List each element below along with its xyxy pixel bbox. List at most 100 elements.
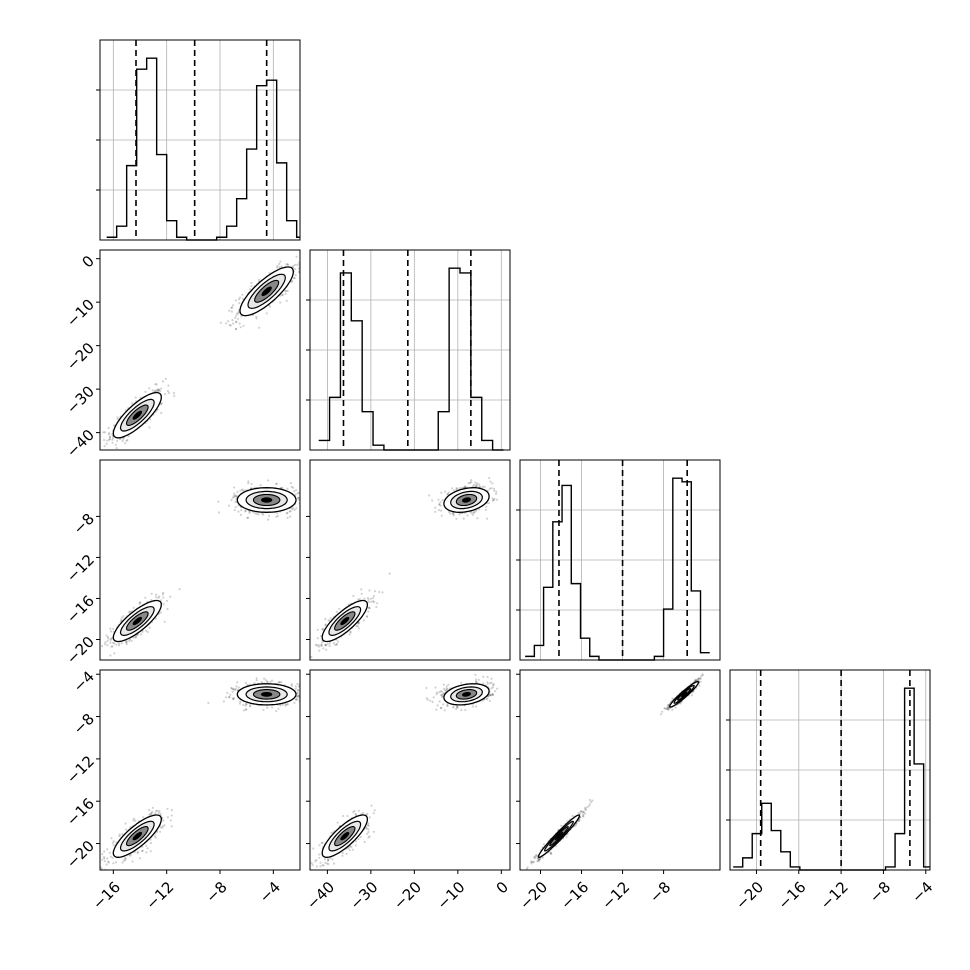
sample-point [486, 697, 489, 700]
sample-point [483, 485, 486, 488]
sample-point [321, 841, 324, 844]
sample-point [327, 858, 330, 861]
sample-point [456, 706, 459, 709]
sample-point [438, 691, 441, 694]
sample-point [486, 682, 489, 685]
sample-point [345, 852, 348, 855]
sample-point [456, 705, 459, 708]
sample-point [366, 832, 369, 835]
sample-point [476, 482, 479, 485]
sample-point [375, 606, 378, 609]
sample-point [238, 702, 241, 705]
sample-point [234, 299, 237, 302]
sample-point [307, 701, 309, 703]
sample-point [367, 598, 370, 601]
sample-point [164, 377, 167, 380]
sample-point [477, 678, 480, 681]
sample-point [445, 685, 448, 688]
sample-point [312, 491, 314, 493]
sample-point [278, 681, 281, 684]
sample-point [446, 688, 449, 691]
sample-point [492, 487, 495, 490]
sample-point [101, 645, 104, 648]
sample-point [159, 812, 162, 816]
sample-point [330, 831, 333, 834]
sample-point [228, 696, 231, 699]
sample-point [145, 851, 148, 854]
sample-point [233, 492, 236, 495]
sample-point [460, 709, 463, 712]
sample-point [307, 505, 309, 507]
sample-point [151, 806, 154, 809]
sample-point [267, 518, 270, 521]
sample-point [291, 508, 294, 511]
sample-point [118, 835, 121, 838]
sample-point [355, 624, 358, 628]
sample-point [149, 838, 152, 841]
sample-point [296, 698, 299, 701]
sample-point [373, 809, 376, 812]
sample-point [296, 692, 299, 695]
sample-point [132, 819, 135, 822]
sample-point [178, 588, 181, 591]
sample-point [159, 830, 162, 833]
sample-point [481, 485, 484, 488]
sample-point [238, 296, 242, 299]
sample-point [367, 822, 370, 825]
sample-point [235, 314, 238, 317]
sample-point [367, 824, 370, 827]
sample-point [350, 845, 353, 849]
sample-point [139, 601, 142, 604]
sample-point [148, 626, 151, 630]
sample-point [285, 512, 288, 515]
sample-point [236, 490, 239, 494]
sample-point [337, 640, 340, 643]
sample-point [331, 858, 334, 861]
sample-point [155, 596, 158, 599]
sample-point [112, 862, 115, 865]
sample-point [489, 480, 492, 483]
sample-point [444, 689, 447, 692]
sample-point [440, 694, 443, 697]
sample-point [294, 687, 297, 690]
sample-point [334, 643, 337, 646]
scatter-frame [99, 249, 301, 451]
sample-point [235, 321, 238, 324]
sample-point [114, 443, 117, 446]
sample-point [161, 380, 164, 383]
sample-point [159, 599, 162, 602]
sample-point [464, 708, 467, 712]
sample-point [474, 673, 477, 676]
sample-point [320, 842, 323, 845]
sample-point [111, 437, 115, 440]
sample-point [138, 857, 142, 860]
sample-point [241, 293, 244, 296]
sample-point [249, 705, 252, 708]
sample-point [473, 510, 476, 514]
scatter-points [102, 255, 300, 450]
sample-point [232, 495, 235, 498]
sample-point [125, 641, 128, 644]
sample-point [490, 681, 493, 684]
sample-point [255, 512, 258, 515]
sample-point [247, 480, 250, 483]
sample-point [103, 445, 106, 448]
sample-point [296, 694, 299, 698]
sample-point [373, 594, 376, 597]
scatter-frame [309, 459, 511, 661]
sample-point [362, 811, 365, 814]
sample-point [294, 685, 297, 688]
sample-point [474, 510, 477, 513]
sample-point [349, 631, 352, 634]
sample-point [207, 701, 210, 705]
sample-point [452, 706, 455, 709]
sample-point [232, 322, 235, 325]
sample-point [106, 639, 109, 643]
sample-point [230, 687, 233, 690]
sample-point [149, 842, 153, 845]
sample-point [230, 686, 233, 690]
sample-point [266, 680, 269, 683]
sample-point [234, 500, 237, 503]
sample-point [370, 600, 373, 603]
sample-point [109, 637, 112, 641]
